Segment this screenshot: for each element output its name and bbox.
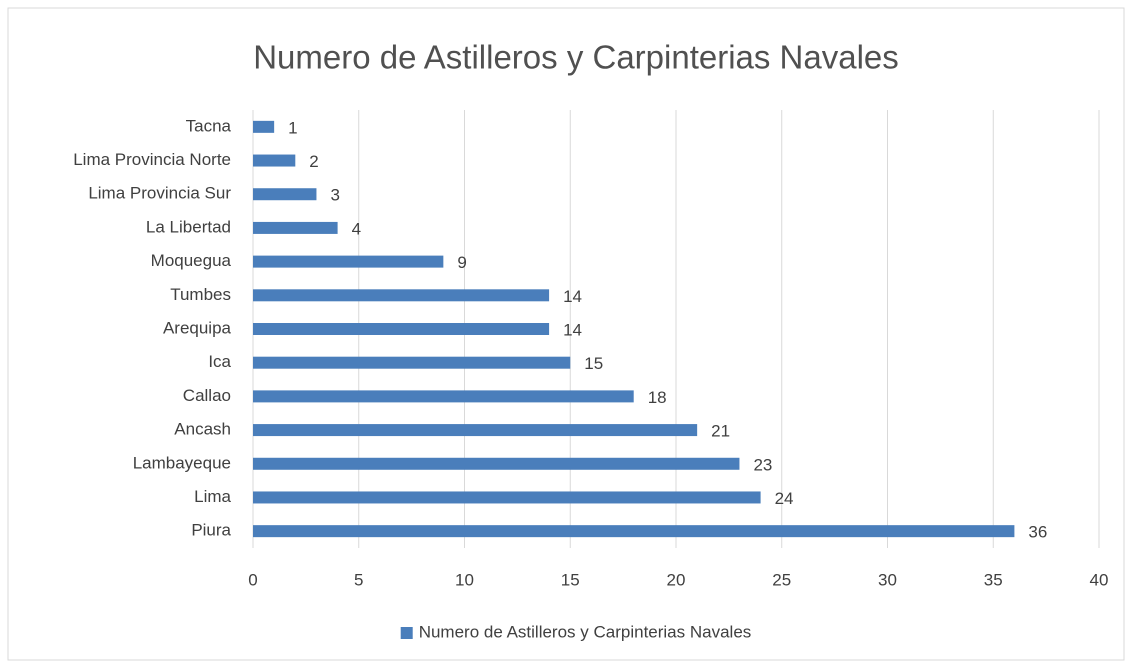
data-label: 4 (352, 219, 361, 238)
data-label: 1 (288, 118, 297, 137)
y-tick-label: Ancash (174, 420, 231, 439)
y-tick-label: Lima Provincia Norte (73, 150, 231, 169)
data-label: 3 (330, 186, 339, 205)
bar (253, 390, 634, 403)
bar (253, 323, 550, 335)
y-tick-label: Ica (208, 352, 231, 371)
bar (253, 188, 317, 201)
data-label: 15 (584, 354, 603, 373)
bar (253, 491, 761, 504)
y-tick-label: Lambayeque (133, 453, 231, 472)
data-label: 23 (753, 455, 772, 474)
chart-frame (7, 7, 1125, 661)
bar (253, 221, 338, 234)
data-label: 24 (775, 489, 794, 508)
bar (253, 525, 1015, 538)
bar (253, 289, 550, 302)
bar (253, 154, 296, 167)
x-tick-label: 30 (878, 570, 897, 589)
bar (253, 424, 698, 437)
y-tick-label: Lima (194, 487, 231, 506)
y-tick-label: Tumbes (170, 285, 231, 304)
y-tick-label: Lima Provincia Sur (88, 184, 231, 203)
x-tick-label: 20 (667, 570, 686, 589)
x-tick-label: 40 (1090, 570, 1109, 589)
data-label: 36 (1028, 523, 1047, 542)
chart-title: Numero de Astilleros y Carpinterias Nava… (253, 39, 899, 76)
x-tick-label: 5 (354, 570, 363, 589)
y-tick-label: Callao (183, 386, 231, 405)
y-tick-label: La Libertad (146, 217, 231, 236)
y-tick-label: Moquegua (151, 251, 232, 270)
x-tick-label: 10 (455, 570, 474, 589)
data-label: 21 (711, 422, 730, 441)
x-tick-label: 35 (984, 570, 1003, 589)
data-label: 2 (309, 152, 318, 171)
legend-swatch (400, 627, 413, 639)
y-tick-label: Tacna (186, 116, 232, 135)
x-tick-label: 15 (561, 570, 580, 589)
legend-label: Numero de Astilleros y Carpinterias Nava… (419, 622, 752, 641)
bar (253, 457, 740, 470)
y-tick-label: Arequipa (163, 318, 232, 337)
data-label: 14 (563, 287, 582, 306)
y-tick-label: Piura (191, 521, 231, 540)
data-label: 14 (563, 320, 582, 339)
x-tick-label: 0 (248, 570, 257, 589)
data-label: 18 (648, 388, 667, 407)
bar (253, 356, 571, 369)
data-label: 9 (457, 253, 466, 272)
bar (253, 255, 444, 268)
x-tick-label: 25 (772, 570, 791, 589)
bar (253, 120, 275, 133)
